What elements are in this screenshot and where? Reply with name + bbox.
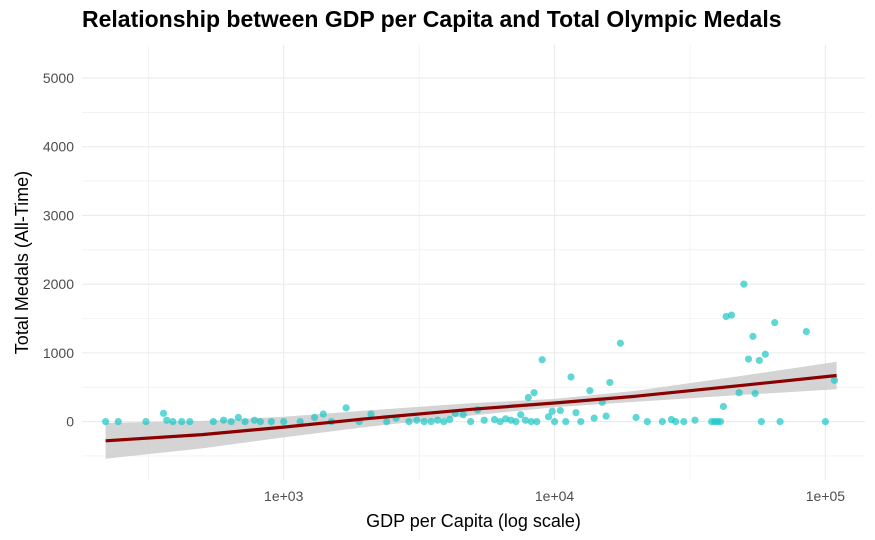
data-point xyxy=(220,416,228,424)
data-point xyxy=(755,356,763,365)
data-point xyxy=(459,411,467,419)
data-point xyxy=(142,417,150,426)
data-point xyxy=(757,417,765,426)
data-point xyxy=(719,402,727,411)
data-point xyxy=(590,414,598,422)
data-point xyxy=(716,417,725,426)
data-point xyxy=(544,413,553,421)
data-point xyxy=(427,417,435,426)
data-point xyxy=(496,417,504,426)
data-point xyxy=(440,417,448,426)
data-point xyxy=(530,389,538,397)
y-tick-label: 2000 xyxy=(43,276,74,292)
data-point xyxy=(342,404,350,412)
data-point xyxy=(319,410,327,418)
data-point xyxy=(602,412,610,420)
data-point xyxy=(383,417,391,426)
data-point xyxy=(434,416,442,424)
trend-line xyxy=(105,373,837,443)
y-tick-label: 5000 xyxy=(43,70,74,86)
data-point xyxy=(480,416,488,424)
data-point xyxy=(606,378,614,387)
x-tick-label: 1e+05 xyxy=(806,488,846,504)
data-point xyxy=(567,373,575,381)
data-point xyxy=(616,339,624,347)
data-point xyxy=(740,280,748,288)
data-point xyxy=(538,356,546,364)
data-point xyxy=(533,417,541,426)
data-point xyxy=(102,417,110,426)
data-point xyxy=(776,417,784,426)
data-point xyxy=(280,417,288,426)
data-point xyxy=(490,415,499,424)
trend-line-layer xyxy=(105,373,837,443)
data-point xyxy=(256,417,264,426)
data-point xyxy=(420,417,428,426)
data-point xyxy=(802,327,810,336)
data-point xyxy=(209,417,217,426)
data-point xyxy=(749,332,757,340)
y-tick-label: 0 xyxy=(66,414,74,430)
data-point xyxy=(250,416,259,424)
data-point xyxy=(524,393,532,402)
data-point xyxy=(643,417,651,426)
data-point xyxy=(632,413,640,422)
data-point xyxy=(691,416,699,424)
data-point xyxy=(178,417,186,426)
data-point xyxy=(467,417,475,426)
data-point xyxy=(413,416,421,424)
data-point xyxy=(163,416,171,424)
data-points xyxy=(102,280,839,426)
data-point xyxy=(577,417,585,426)
data-point xyxy=(735,389,743,397)
data-point xyxy=(572,409,580,417)
data-point xyxy=(446,415,454,424)
data-point xyxy=(751,389,759,398)
data-point xyxy=(367,410,375,418)
data-point xyxy=(296,417,304,426)
data-point xyxy=(517,411,525,419)
data-point xyxy=(405,417,413,426)
data-point xyxy=(658,417,666,426)
data-point xyxy=(830,376,839,384)
data-point xyxy=(114,417,122,426)
data-point xyxy=(562,417,570,426)
x-tick-label: 1e+03 xyxy=(264,488,304,504)
data-point xyxy=(527,417,535,426)
y-tick-label: 4000 xyxy=(43,139,74,155)
data-point xyxy=(310,413,319,422)
data-point xyxy=(556,406,564,415)
x-tick-label: 1e+04 xyxy=(535,488,575,504)
data-point xyxy=(586,387,594,395)
data-point xyxy=(680,417,688,426)
data-point xyxy=(512,417,520,426)
data-point xyxy=(227,417,235,426)
data-point xyxy=(548,407,556,415)
axis-tick-labels: 0 1000 2000 3000 4000 5000 1e+03 1e+04 1e+05 xyxy=(43,70,845,504)
data-point xyxy=(727,311,736,319)
data-point xyxy=(550,417,559,426)
data-point xyxy=(241,417,249,426)
x-axis-title: GDP per Capita (log scale) xyxy=(366,511,581,531)
data-point xyxy=(821,417,830,426)
data-point xyxy=(186,417,194,426)
data-point xyxy=(169,417,177,426)
data-point xyxy=(771,319,779,327)
data-point xyxy=(761,350,769,358)
chart-title: Relationship between GDP per Capita and … xyxy=(82,6,782,32)
y-tick-label: 1000 xyxy=(43,345,74,361)
data-point xyxy=(159,409,168,417)
data-point xyxy=(234,413,242,422)
data-point xyxy=(267,417,275,426)
data-point xyxy=(521,416,529,424)
data-point xyxy=(672,417,680,426)
data-point xyxy=(744,355,753,363)
y-tick-label: 3000 xyxy=(43,207,74,223)
y-axis-title: Total Medals (All-Time) xyxy=(12,171,32,354)
